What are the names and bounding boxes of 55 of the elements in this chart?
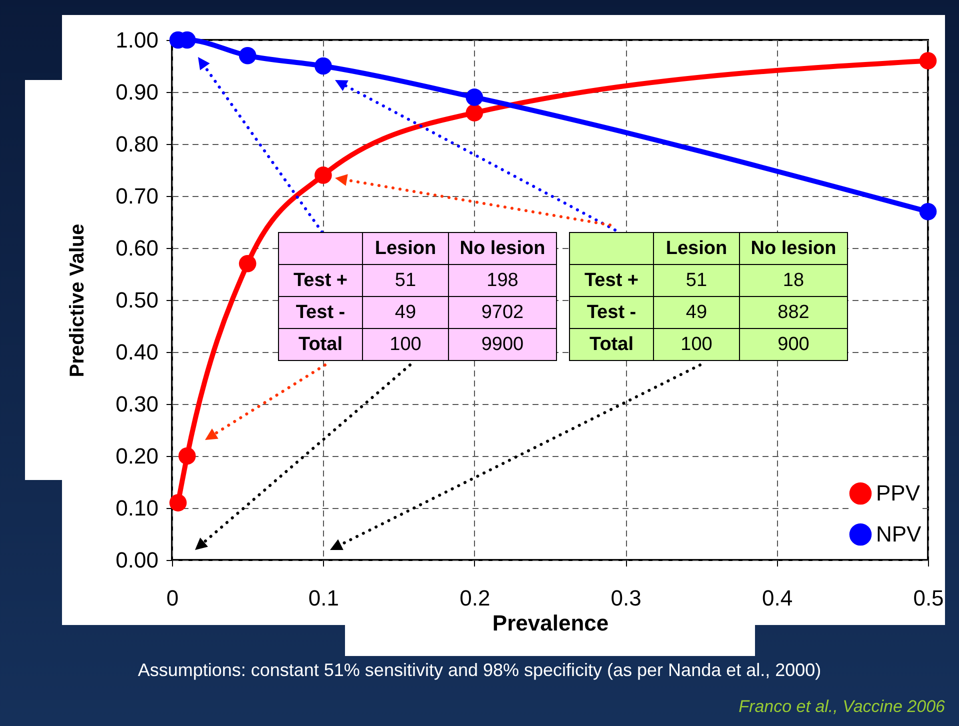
annotation: 100 (362, 328, 448, 360)
annotation: Lesion (362, 232, 448, 264)
annotation: 51 (362, 264, 448, 296)
annotation: 18 (740, 264, 848, 296)
legend-label: PPV (876, 480, 920, 506)
point (919, 202, 937, 220)
annotation: Total (570, 328, 654, 360)
x-tick-label: 0 (166, 586, 179, 610)
y-tick-label: 0.70 (116, 184, 158, 208)
annotation: Test - (570, 296, 654, 328)
y-tick-label: 0.90 (116, 80, 158, 104)
annotation: No lesion (740, 232, 848, 264)
annotation: 51 (654, 264, 740, 296)
x-tick-label: 0.1 (308, 586, 339, 610)
y-tick-label: 0.10 (116, 496, 158, 520)
annotation: Test - (278, 296, 362, 328)
annotation: Test + (278, 264, 362, 296)
y-axis-title: Predictive Value (66, 224, 89, 378)
x-axis-title: Prevalence (492, 610, 609, 636)
x-tick-label: 0.2 (460, 586, 490, 610)
annotation: Test + (570, 264, 654, 296)
point (466, 104, 484, 122)
y-tick-label: 1.00 (116, 28, 158, 52)
y-tick-label: 0.80 (116, 132, 158, 156)
y-tick-label: 0.50 (116, 288, 158, 312)
point (919, 52, 937, 70)
annotation: Total (278, 328, 362, 360)
y-tick-label: 0.30 (116, 392, 158, 416)
y-tick-label: 0.00 (116, 548, 158, 572)
point (178, 447, 196, 465)
point (169, 494, 187, 512)
point (238, 254, 256, 272)
annotation: Lesion (654, 232, 740, 264)
y-tick-label: 0.40 (116, 340, 158, 364)
annotation: 100 (654, 328, 740, 360)
point (314, 166, 332, 184)
point (466, 88, 484, 106)
y-tick-label: 0.60 (116, 236, 158, 260)
x-tick-label: 0.5 (913, 586, 944, 610)
annotation: 9702 (448, 296, 556, 328)
annotation: 198 (448, 264, 556, 296)
annotation: No lesion (448, 232, 556, 264)
annotation: 900 (740, 328, 848, 360)
annotation: 882 (740, 296, 848, 328)
point (314, 57, 332, 75)
x-tick-label: 0.4 (762, 586, 793, 610)
annotation: 49 (654, 296, 740, 328)
text: Franco et al., Vaccine 2006 (738, 697, 945, 717)
annotation: 9900 (448, 328, 556, 360)
annotation: 49 (362, 296, 448, 328)
y-tick-label: 0.20 (116, 444, 158, 468)
point (238, 46, 256, 64)
x-tick-label: 0.3 (610, 586, 642, 610)
text: Assumptions: constant 51% sensitivity and 98% specificity (as per Nanda et al., 2000) (136, 660, 822, 681)
legend-label: NPV (876, 522, 922, 546)
